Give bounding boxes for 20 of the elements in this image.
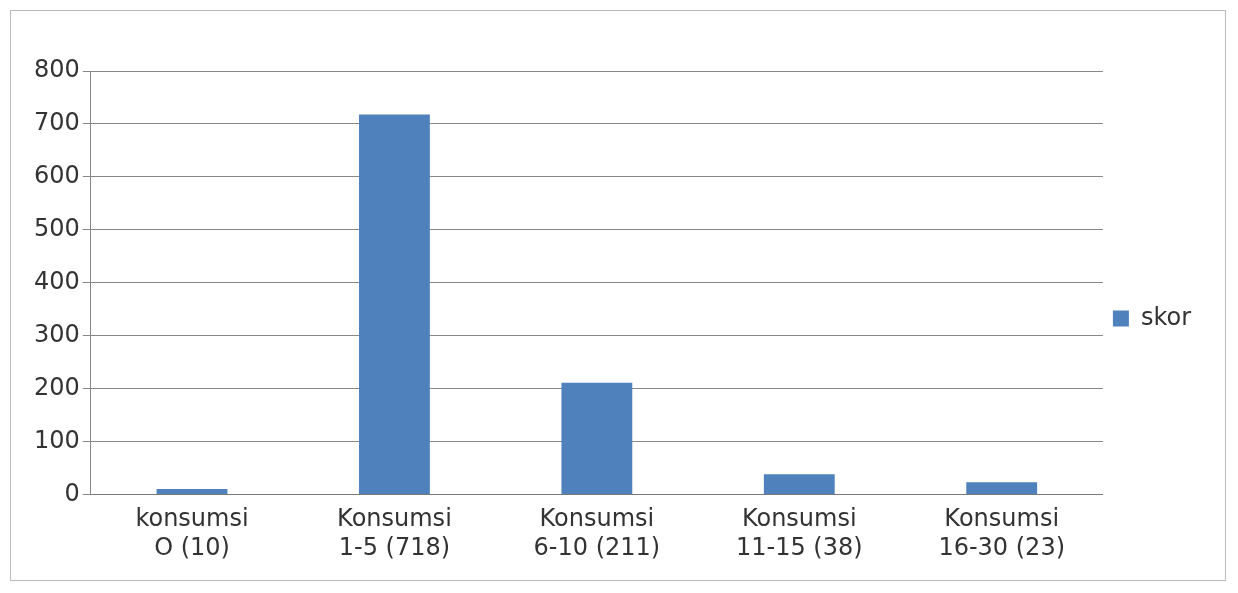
y-tick-label: 100: [34, 425, 80, 454]
y-tick-label: 300: [34, 319, 80, 348]
x-tick-label: Konsumsi 16-30 (23): [938, 504, 1066, 561]
y-tick-label: 800: [34, 55, 80, 84]
y-tick-label: 600: [34, 161, 80, 190]
bar: [156, 489, 228, 494]
bar: [561, 382, 633, 494]
x-tick-label: Konsumsi 11-15 (38): [735, 504, 863, 561]
y-tick-label: 500: [34, 214, 80, 243]
bar: [966, 482, 1038, 494]
legend-label: skor: [1140, 302, 1192, 331]
y-tick-label: 0: [64, 478, 80, 507]
y-tick-label: 200: [34, 372, 80, 401]
y-tick-label: 400: [34, 266, 80, 295]
y-tick-label: 700: [34, 108, 80, 137]
x-tick-label: Konsumsi 1-5 (718): [337, 504, 452, 561]
x-tick-label: konsumsi O (10): [135, 504, 249, 561]
bar: [359, 114, 430, 494]
bar: [763, 474, 835, 494]
x-tick-label: Konsumsi 6-10 (211): [533, 504, 661, 561]
